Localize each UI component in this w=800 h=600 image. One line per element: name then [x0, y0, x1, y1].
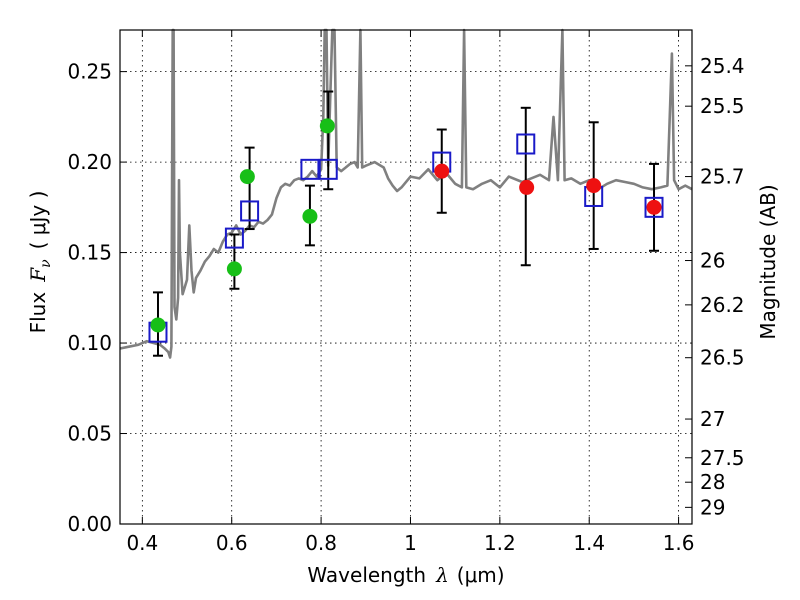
model-square — [224, 227, 244, 249]
observed-point — [319, 118, 335, 134]
x-axis-title: Wavelength λ (μm) — [307, 563, 504, 587]
x-tick-label: 1.4 — [573, 531, 605, 555]
mag-tick-label: 26.5 — [700, 346, 745, 370]
y-axis-title-prefix: Flux — [26, 292, 50, 334]
mag-tick-label: 26 — [700, 249, 725, 273]
x-axis-title-symbol: λ — [435, 563, 449, 587]
grid — [120, 30, 692, 524]
observed-point — [150, 317, 166, 333]
model-square-layer — [148, 133, 664, 343]
y-tick-label: 0.20 — [67, 150, 112, 174]
mag-tick-label: 27.5 — [700, 446, 745, 470]
y-tick-label: 0.25 — [67, 60, 112, 84]
y-tick-label: 0.05 — [67, 422, 112, 446]
mag-tick-label: 28 — [700, 470, 725, 494]
mag-tick-label: 29 — [700, 495, 725, 519]
y-axis-title-subscript: ν — [38, 259, 54, 268]
y-tick-label: 0.10 — [67, 331, 112, 355]
right-axis-title: Magnitude (AB) — [756, 184, 780, 339]
observed-point — [302, 208, 318, 224]
observed-point — [519, 179, 535, 195]
mag-tick-label: 25.5 — [700, 94, 745, 118]
observed-point — [646, 199, 662, 215]
x-tick-label: 0.6 — [216, 531, 248, 555]
model-square — [300, 158, 320, 180]
y-axis-title: Flux Fν ( μJy ) — [26, 191, 54, 334]
x-tick-label: 1.2 — [484, 531, 516, 555]
x-tick-label: 0.8 — [305, 531, 337, 555]
mag-tick-label: 27 — [700, 407, 725, 431]
model-square — [644, 196, 664, 218]
observed-point-layer — [150, 118, 662, 333]
x-axis-title-unit: (μm) — [457, 563, 505, 587]
x-axis-title-prefix: Wavelength — [307, 563, 426, 587]
x-tick-label: 1 — [404, 531, 417, 555]
mag-tick-label: 25.4 — [700, 54, 745, 78]
y-axis-title-unit: ( μJy ) — [26, 191, 50, 250]
observed-point — [586, 178, 602, 194]
x-tick-label: 1.6 — [663, 531, 695, 555]
model-square — [318, 158, 338, 180]
plot-frame — [119, 29, 693, 525]
x-tick-label: 0.4 — [126, 531, 158, 555]
observed-point — [226, 261, 242, 277]
ticks: 0.4 0.6 0.8 1 1.2 1.4 1.6 0.00 0.05 0.10 0.15 0.20 0… — [67, 30, 745, 555]
observed-point — [239, 169, 255, 185]
y-tick-label: 0.00 — [67, 512, 112, 536]
model-square — [240, 200, 260, 222]
mag-tick-label: 25.7 — [700, 165, 745, 189]
mag-tick-label: 26.2 — [700, 293, 745, 317]
y-axis-title-symbol: F — [26, 267, 50, 283]
y-tick-label: 0.15 — [67, 241, 112, 265]
model-square — [516, 133, 536, 155]
observed-point — [434, 163, 450, 179]
